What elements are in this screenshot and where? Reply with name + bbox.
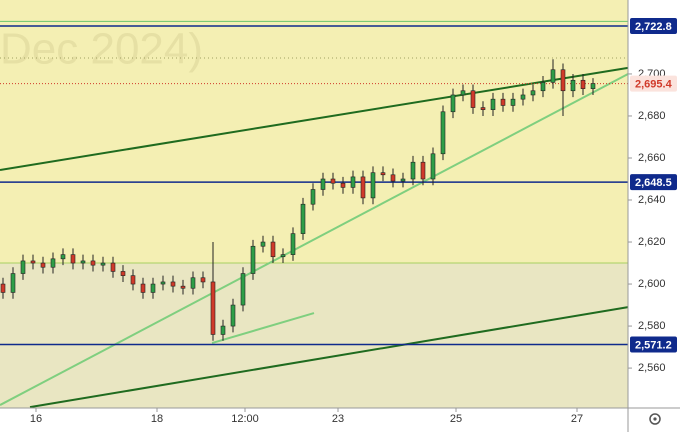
candle-body bbox=[80, 260, 86, 264]
level-badge bbox=[630, 174, 677, 191]
candle-body bbox=[280, 254, 286, 258]
candle-body bbox=[440, 111, 446, 155]
candle-body bbox=[390, 174, 396, 182]
candle-body bbox=[150, 283, 156, 293]
candle-body bbox=[370, 172, 376, 199]
candle-body bbox=[130, 275, 136, 285]
y-tick-label: 2,600 bbox=[638, 278, 666, 290]
candle-body bbox=[540, 82, 546, 92]
candle-body bbox=[60, 254, 66, 260]
candle-body bbox=[300, 203, 306, 234]
x-tick-label: 16 bbox=[30, 413, 42, 425]
candle-body bbox=[270, 241, 276, 258]
candle-body bbox=[380, 172, 386, 176]
candle-body bbox=[260, 241, 266, 247]
candle-body bbox=[550, 69, 556, 83]
candle-body bbox=[340, 182, 346, 188]
candle-body bbox=[510, 98, 516, 106]
candle-body bbox=[460, 90, 466, 96]
x-tick-label: 18 bbox=[151, 413, 163, 425]
candle-body bbox=[0, 283, 6, 293]
candle-body bbox=[170, 281, 176, 287]
candle-body bbox=[530, 90, 536, 96]
candle-body bbox=[430, 153, 436, 180]
candle-body bbox=[100, 262, 106, 266]
candle-body bbox=[220, 325, 226, 335]
candle-body bbox=[110, 262, 116, 272]
y-tick-label: 2,560 bbox=[638, 362, 666, 374]
candle-body bbox=[450, 94, 456, 113]
candle-body bbox=[360, 176, 366, 199]
candle-body bbox=[20, 260, 26, 274]
candle-body bbox=[180, 285, 186, 289]
candle-body bbox=[330, 178, 336, 184]
level-label: 2,571.2 bbox=[635, 339, 672, 351]
candle-body bbox=[470, 90, 476, 108]
candle-body bbox=[250, 245, 256, 274]
x-tick-label: 23 bbox=[332, 413, 344, 425]
candle-body bbox=[490, 98, 496, 110]
candle-body bbox=[10, 273, 16, 293]
candle-body bbox=[520, 94, 526, 100]
candle-body bbox=[410, 161, 416, 180]
x-tick-label: 12:00 bbox=[231, 413, 259, 425]
candle-body bbox=[420, 161, 426, 180]
candle-body bbox=[570, 79, 576, 92]
candle-body bbox=[200, 277, 206, 283]
trend-line bbox=[0, 73, 629, 406]
lower-band bbox=[0, 263, 628, 408]
candle-body bbox=[70, 254, 76, 264]
candle-body bbox=[120, 271, 126, 276]
x-tick-label: 27 bbox=[571, 413, 583, 425]
candle-body bbox=[230, 304, 236, 327]
candle-body bbox=[140, 283, 146, 293]
candle-body bbox=[590, 83, 596, 89]
candle-body bbox=[500, 98, 506, 106]
candle-body bbox=[190, 277, 196, 289]
trend-line bbox=[29, 306, 629, 409]
candle-body bbox=[320, 178, 326, 190]
y-tick-label: 2,580 bbox=[638, 320, 666, 332]
candle-body bbox=[90, 260, 96, 266]
level-label: 2,722.8 bbox=[635, 21, 672, 33]
level-badge bbox=[630, 18, 677, 35]
settings-icon-center bbox=[653, 417, 657, 421]
x-tick-label: 25 bbox=[450, 413, 462, 425]
settings-icon bbox=[649, 413, 661, 425]
axis-bg-bottom bbox=[0, 408, 628, 432]
candle-body bbox=[240, 273, 246, 306]
y-tick-label: 2,680 bbox=[638, 110, 666, 122]
axis-bg bbox=[628, 0, 680, 432]
candle-body bbox=[40, 262, 46, 268]
candle-body bbox=[350, 176, 356, 188]
candle-body bbox=[30, 260, 36, 264]
watermark: Dec 2024) bbox=[0, 25, 203, 74]
trend-line bbox=[0, 66, 629, 171]
candle-body bbox=[580, 79, 586, 89]
y-tick-label: 2,620 bbox=[638, 236, 666, 248]
candle-body bbox=[310, 189, 316, 205]
candle-body bbox=[480, 107, 486, 110]
candle-body bbox=[160, 281, 166, 285]
candle-body bbox=[50, 258, 56, 268]
y-tick-label: 2,660 bbox=[638, 152, 666, 164]
trend-line bbox=[211, 312, 315, 345]
level-badge bbox=[630, 336, 677, 353]
level-label: 2,695.4 bbox=[635, 79, 673, 91]
candle-body bbox=[290, 233, 296, 255]
candle-body bbox=[400, 178, 406, 182]
level-badge bbox=[630, 75, 677, 92]
level-label: 2,648.5 bbox=[635, 177, 672, 189]
candle-body bbox=[560, 69, 566, 92]
candle-body bbox=[210, 281, 216, 335]
y-tick-label: 2,640 bbox=[638, 194, 666, 206]
